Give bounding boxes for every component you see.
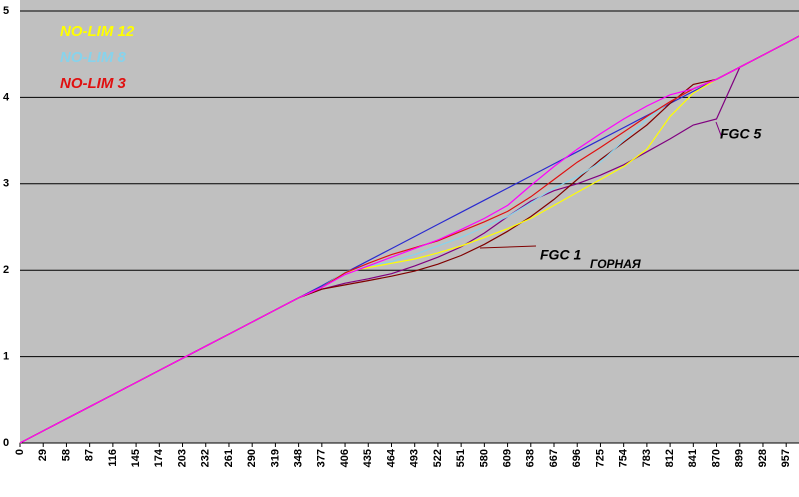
x-tick-label: 261 (223, 449, 235, 467)
x-tick-label: 145 (130, 449, 142, 467)
annotation: ГОРНАЯ (590, 257, 641, 271)
x-tick-label: 957 (780, 449, 792, 467)
series-line (19, 35, 799, 444)
annotation: FGC 1 (540, 247, 581, 263)
x-tick-label: 580 (478, 449, 490, 467)
x-tick-label: 232 (200, 449, 212, 467)
legend-entry: NO-LIM 3 (60, 75, 126, 92)
x-tick-label: 174 (153, 448, 165, 467)
x-tick-label: 348 (293, 449, 305, 467)
x-tick-label: 87 (84, 449, 96, 461)
legend-entry: NO-LIM 12 (60, 23, 135, 40)
y-tick-label: 4 (3, 91, 10, 103)
x-tick-label: 203 (176, 449, 188, 467)
x-tick-label: 638 (525, 449, 537, 467)
x-tick-label: 377 (316, 449, 328, 467)
x-tick-label: 667 (548, 449, 560, 467)
annotation-leader (479, 245, 537, 249)
x-tick-label: 435 (362, 449, 374, 467)
annotation-leader (715, 121, 723, 139)
y-tick-label: 1 (3, 351, 9, 363)
x-tick-label: 696 (571, 449, 583, 467)
x-tick-label: 725 (594, 449, 606, 467)
x-tick-label: 116 (107, 449, 119, 467)
x-tick-label: 0 (14, 449, 26, 455)
y-tick-label: 0 (3, 437, 9, 449)
x-tick-label: 29 (37, 449, 49, 461)
x-tick-label: 551 (455, 449, 467, 467)
x-tick-label: 493 (409, 449, 421, 467)
y-tick-label: 2 (3, 264, 9, 276)
x-tick-label: 58 (60, 449, 72, 461)
x-tick-label: 783 (641, 449, 653, 467)
x-tick-label: 406 (339, 449, 351, 467)
x-tick-label: 522 (432, 449, 444, 467)
x-tick-label: 609 (501, 449, 513, 467)
x-tick-label: 870 (710, 449, 722, 467)
x-tick-label: 841 (687, 449, 699, 467)
x-tick-label: 290 (246, 449, 258, 467)
x-tick-label: 754 (618, 448, 630, 467)
plot-area (20, 0, 799, 443)
x-tick-label: 464 (385, 448, 397, 467)
y-tick-label: 3 (3, 178, 9, 190)
x-tick-label: 899 (734, 449, 746, 467)
x-tick-label: 928 (757, 449, 769, 467)
legend-entry: NO-LIM 8 (60, 49, 126, 66)
y-tick-label: 5 (3, 5, 9, 17)
x-tick-label: 812 (664, 449, 676, 467)
annotation: FGC 5 (720, 126, 761, 142)
x-tick-label: 319 (269, 449, 281, 467)
